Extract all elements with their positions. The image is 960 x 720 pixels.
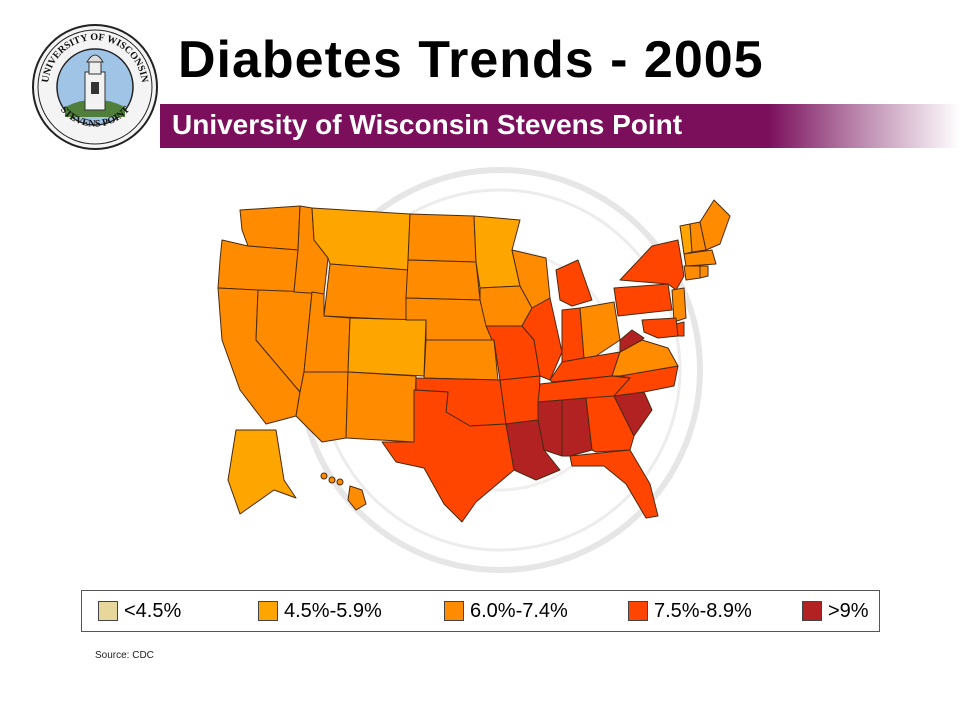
- state-ms: [537, 399, 563, 457]
- state-tx: [381, 389, 515, 523]
- state-ct: [683, 265, 701, 281]
- legend-label: >9%: [828, 599, 869, 622]
- state-al: [561, 397, 593, 457]
- source-note: Source: CDC: [95, 650, 154, 661]
- state-hi-island: [320, 472, 328, 480]
- state-hi-island: [336, 478, 344, 486]
- state-oh: [579, 301, 621, 359]
- page-title: Diabetes Trends - 2005: [178, 31, 764, 89]
- legend-label: 6.0%-7.4%: [470, 599, 568, 622]
- state-md: [641, 317, 679, 339]
- state-ma: [683, 249, 717, 267]
- legend-swatch: [802, 601, 822, 621]
- state-ny: [619, 239, 685, 291]
- state-me: [699, 199, 731, 251]
- state-hi: [347, 485, 367, 511]
- state-ak: [227, 429, 297, 515]
- subtitle: University of Wisconsin Stevens Point: [172, 109, 683, 140]
- us-diabetes-map: [217, 199, 731, 523]
- state-il: [521, 297, 563, 381]
- state-mi: [555, 259, 593, 307]
- state-nm: [345, 371, 417, 443]
- legend-swatch: [444, 601, 464, 621]
- legend-swatch: [98, 601, 118, 621]
- state-az: [295, 371, 349, 443]
- title-banner: [160, 104, 960, 148]
- state-wy: [323, 263, 409, 321]
- legend-item: 7.5%-8.9%: [628, 591, 752, 631]
- state-ks: [423, 339, 499, 381]
- legend: <4.5% 4.5%-5.9% 6.0%-7.4% 7.5%-8.9% >9%: [81, 590, 880, 632]
- state-ky: [549, 351, 621, 383]
- legend-swatch: [258, 601, 278, 621]
- state-ar: [499, 375, 541, 425]
- legend-item: <4.5%: [98, 591, 181, 631]
- legend-label: 7.5%-8.9%: [654, 599, 752, 622]
- state-fl: [569, 449, 659, 519]
- state-nj: [671, 287, 687, 323]
- legend-label: <4.5%: [124, 599, 182, 622]
- legend-swatch: [628, 601, 648, 621]
- legend-label: 4.5%-5.9%: [284, 599, 382, 622]
- legend-item: >9%: [802, 591, 869, 631]
- state-ri: [699, 265, 709, 279]
- state-pa: [613, 283, 673, 317]
- legend-item: 6.0%-7.4%: [444, 591, 568, 631]
- legend-item: 4.5%-5.9%: [258, 591, 382, 631]
- state-hi-island: [328, 476, 336, 484]
- state-sd: [405, 259, 481, 301]
- state-wa: [239, 205, 301, 251]
- state-co: [347, 317, 427, 377]
- state-wv: [619, 329, 645, 353]
- state-nd: [407, 213, 477, 263]
- university-seal: UNIVERSITY OF WISCONSIN STEVENS POINT: [32, 24, 158, 150]
